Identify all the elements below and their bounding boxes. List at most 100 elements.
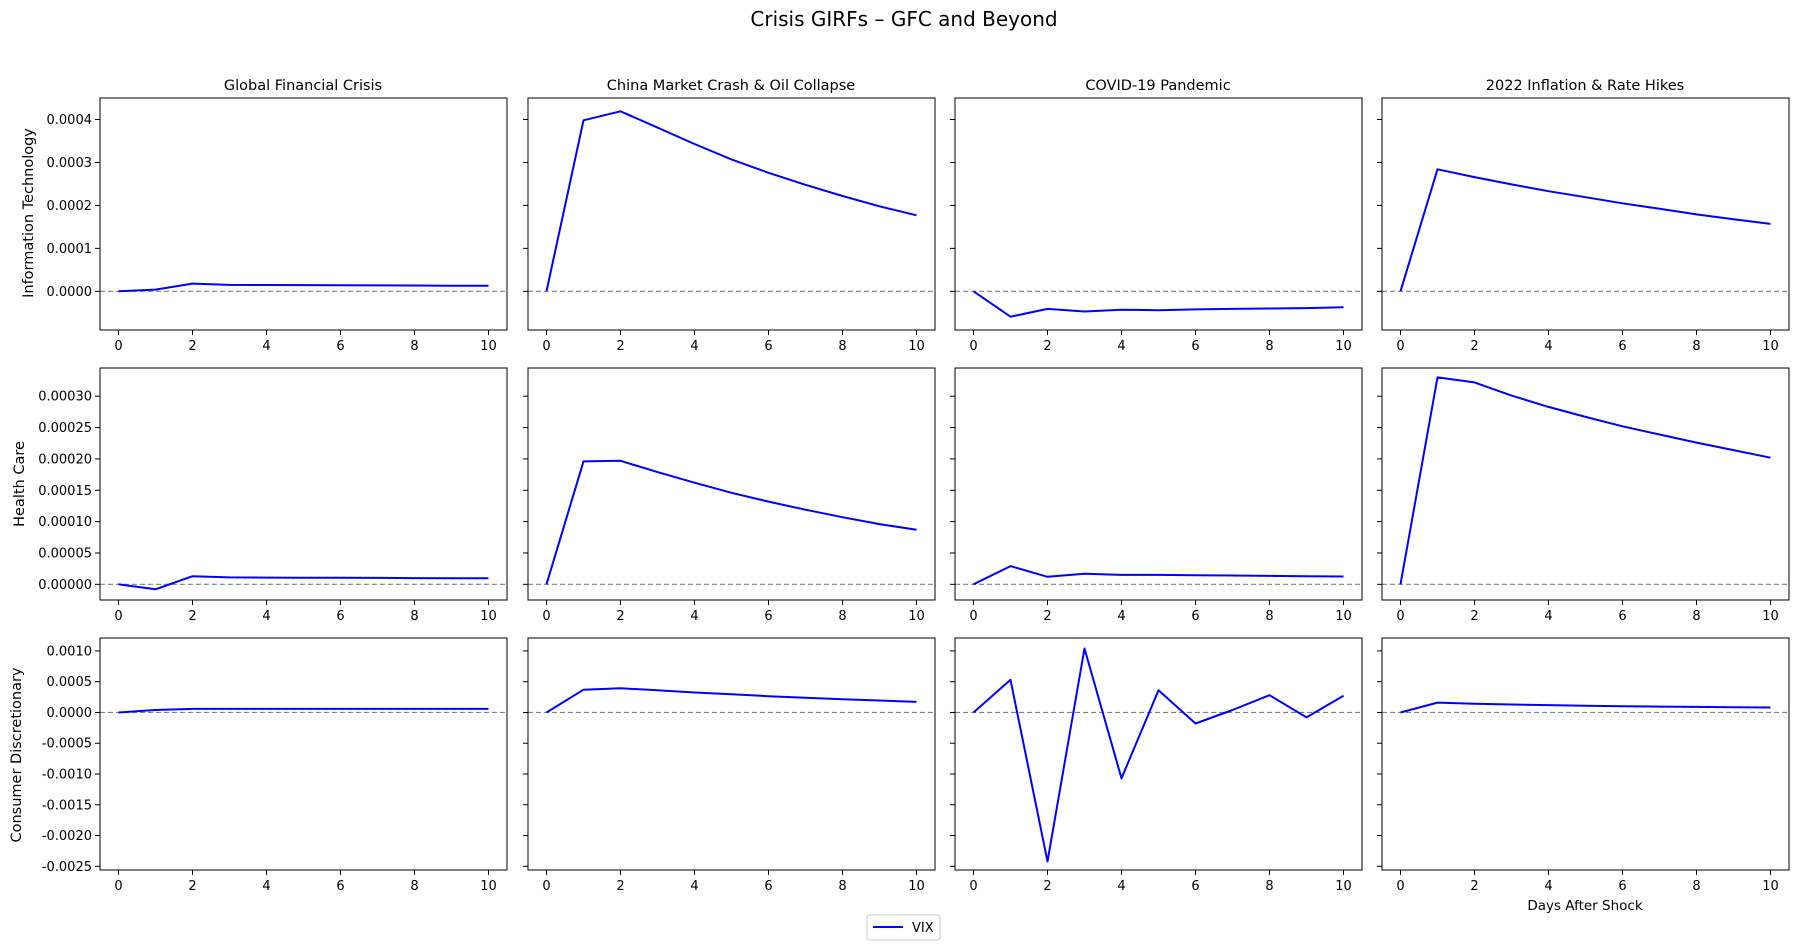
x-tick-label: 4	[1544, 879, 1552, 894]
x-tick-label: 6	[1618, 339, 1626, 354]
panel-consumer-disc-2022-inflation: 0 2 4 6 8 10	[1377, 637, 1790, 894]
x-tick-label: 4	[262, 339, 270, 354]
series-line-vix	[1399, 376, 1771, 585]
series-line-vix	[545, 110, 917, 292]
x-tick-label: 2	[1043, 879, 1051, 894]
x-tick-label: 10	[1762, 339, 1779, 354]
x-tick-label: 0	[969, 339, 977, 354]
x-tick-label: 6	[764, 879, 772, 894]
axes-frame	[527, 367, 936, 601]
x-tick-label: 4	[690, 879, 698, 894]
axes-frame	[527, 637, 936, 871]
legend: VIX	[866, 914, 941, 941]
x-tick-label: 2	[188, 609, 196, 624]
panel-health-care-china-crash: 0 2 4 6 8 10	[523, 367, 936, 624]
series-line-vix	[1400, 701, 1771, 714]
x-tick-label: 8	[410, 339, 418, 354]
x-tick-label: 6	[1191, 879, 1199, 894]
x-tick-label: 2	[1043, 339, 1051, 354]
axes-frame	[99, 97, 508, 331]
x-tick-label: 4	[1544, 339, 1552, 354]
x-tick-label: 6	[336, 879, 344, 894]
x-tick-label: 2	[1470, 339, 1478, 354]
x-tick-label: 8	[1265, 339, 1273, 354]
x-tick-label: 10	[1335, 609, 1352, 624]
y-tick-label: 0.00010	[38, 515, 92, 530]
series-line-vix	[118, 282, 489, 293]
axes-frame	[99, 367, 508, 601]
axes-frame	[954, 637, 1363, 871]
series-line-vix	[118, 707, 489, 714]
panel-it-gfc: 0.0000 0.0001 0.0002 0.0003 0.0004 0 2 4 6 8 10	[47, 97, 508, 354]
x-tick-label: 6	[1618, 879, 1626, 894]
axes-frame	[527, 97, 936, 331]
series-line-vix	[545, 459, 917, 585]
x-tick-label: 10	[908, 339, 925, 354]
x-tick-label: 4	[1117, 609, 1125, 624]
x-tick-label: 2	[188, 339, 196, 354]
column-title-covid: COVID-19 Pandemic	[1085, 78, 1230, 94]
row-label-health-care: Health Care	[12, 441, 28, 527]
y-tick-label: 0.00005	[38, 546, 92, 561]
x-tick-label: 6	[336, 609, 344, 624]
series-line-vix	[972, 647, 1345, 863]
y-tick-label: 0.00025	[38, 421, 92, 436]
axes-frame	[1381, 97, 1790, 331]
axes-frame	[954, 97, 1363, 331]
series-line-vix	[118, 575, 489, 591]
series-line-vix	[545, 687, 917, 714]
axes-frame	[954, 367, 1363, 601]
panel-grid: 0.0000 0.0001 0.0002 0.0003 0.0004 0 2 4 6 8 10 0 2 4…	[38, 97, 1790, 894]
axes-frame	[1381, 367, 1790, 601]
x-tick-label: 4	[690, 609, 698, 624]
x-tick-label: 10	[908, 609, 925, 624]
series-line-vix	[972, 290, 1344, 318]
series-line-vix	[1399, 168, 1771, 292]
x-tick-label: 6	[1618, 609, 1626, 624]
x-tick-label: 0	[542, 339, 550, 354]
column-title-gfc: Global Financial Crisis	[224, 78, 382, 94]
y-tick-label: -0.0015	[42, 798, 92, 813]
panel-consumer-disc-gfc: -0.0025 -0.0020 -0.0015 -0.0010 -0.0005 0.000…	[42, 637, 508, 894]
legend-box	[866, 914, 941, 941]
x-tick-label: 10	[1335, 879, 1352, 894]
x-tick-label: 10	[480, 339, 497, 354]
x-tick-label: 10	[1335, 339, 1352, 354]
x-tick-label: 8	[1265, 879, 1273, 894]
panel-it-2022-inflation: 0 2 4 6 8 10	[1377, 97, 1790, 354]
x-tick-label: 2	[1470, 879, 1478, 894]
x-tick-label: 8	[410, 879, 418, 894]
x-tick-label: 10	[480, 879, 497, 894]
x-tick-label: 6	[1191, 339, 1199, 354]
x-tick-label: 4	[1544, 609, 1552, 624]
y-tick-label: -0.0025	[42, 860, 92, 875]
x-tick-label: 0	[542, 609, 550, 624]
x-tick-label: 8	[1692, 339, 1700, 354]
x-tick-label: 0	[969, 609, 977, 624]
series-line-vix	[973, 565, 1344, 586]
x-tick-label: 8	[838, 609, 846, 624]
row-label-information-technology: Information Technology	[21, 128, 37, 298]
panel-health-care-covid: 0 2 4 6 8 10	[950, 367, 1363, 624]
x-tick-label: 0	[114, 339, 122, 354]
y-tick-label: 0.0002	[47, 199, 93, 214]
x-tick-label: 8	[1692, 609, 1700, 624]
x-tick-label: 6	[764, 339, 772, 354]
x-tick-label: 10	[1762, 609, 1779, 624]
x-tick-label: 8	[1692, 879, 1700, 894]
x-tick-label: 0	[1396, 879, 1404, 894]
y-tick-label: 0.0004	[47, 113, 93, 128]
x-tick-label: 0	[114, 879, 122, 894]
x-tick-label: 4	[1117, 339, 1125, 354]
y-tick-label: 0.0003	[47, 156, 93, 171]
x-tick-label: 4	[1117, 879, 1125, 894]
axes-frame	[1381, 637, 1790, 871]
panel-consumer-disc-china-crash: 0 2 4 6 8 10	[523, 637, 936, 894]
row-label-consumer-discretionary: Consumer Discretionary	[9, 667, 25, 842]
x-tick-label: 0	[114, 609, 122, 624]
x-tick-label: 10	[1762, 879, 1779, 894]
y-tick-label: 0.00000	[38, 578, 92, 593]
x-tick-label: 2	[616, 609, 624, 624]
panel-it-china-crash: 0 2 4 6 8 10	[523, 97, 936, 354]
